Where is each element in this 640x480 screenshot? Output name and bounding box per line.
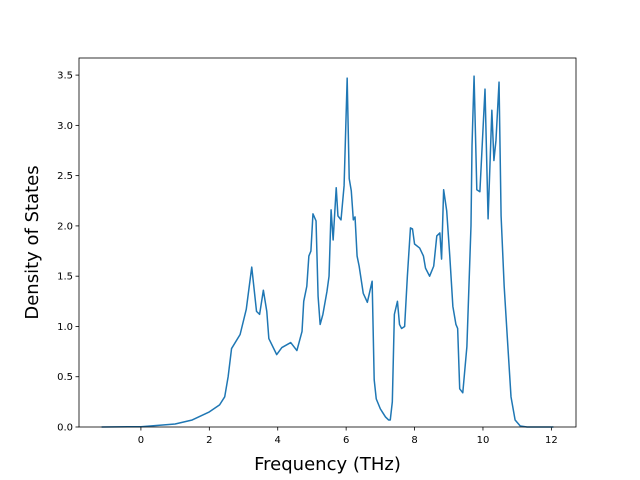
x-tick-label: 12 (545, 435, 558, 446)
y-tick-label: 3.5 (57, 71, 73, 82)
y-tick-label: 2.0 (57, 221, 73, 232)
data-line (101, 75, 554, 428)
y-tick-label: 3.0 (57, 121, 73, 132)
plot-frame (78, 57, 577, 428)
y-tick-label: 0.0 (57, 423, 73, 434)
x-tick-label: 4 (275, 435, 281, 446)
y-axis-label: Density of States (22, 165, 43, 319)
x-tick-label: 10 (477, 435, 490, 446)
x-tick-label: 8 (411, 435, 417, 446)
x-tick-label: 2 (206, 435, 212, 446)
y-tick-label: 1.0 (57, 322, 73, 333)
y-tick-label: 2.5 (57, 171, 73, 182)
x-tick-label: 6 (343, 435, 349, 446)
y-tick-label: 0.5 (57, 372, 73, 383)
x-axis-label: Frequency (THz) (254, 454, 401, 475)
x-tick-label: 0 (138, 435, 144, 446)
y-tick-label: 1.5 (57, 272, 73, 283)
